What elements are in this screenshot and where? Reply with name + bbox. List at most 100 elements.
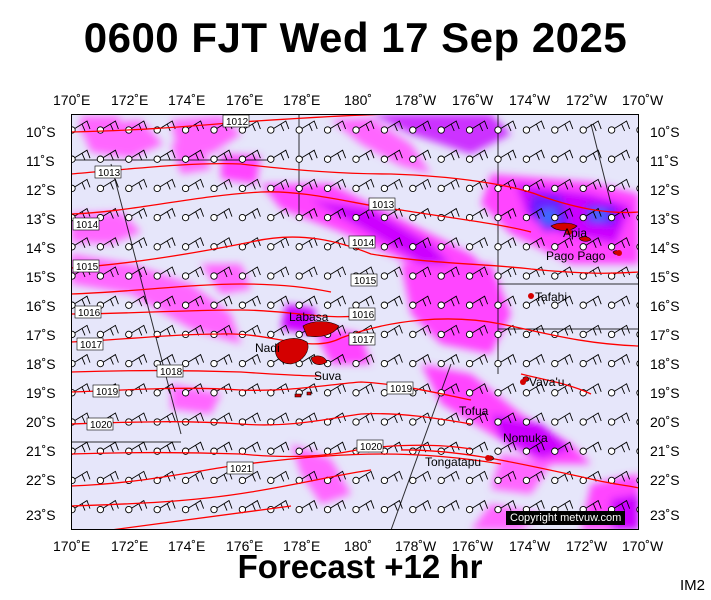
wind-barb <box>437 324 460 339</box>
wind-barb <box>380 324 403 339</box>
lat-label: 23˚S <box>26 507 56 523</box>
wind-barb <box>210 266 233 280</box>
isobar-label: 1013 <box>368 197 396 211</box>
lon-label: 170˚E <box>53 538 91 554</box>
lat-label: 20˚S <box>650 414 680 430</box>
isobar-label: 1016 <box>348 307 376 321</box>
wind-barb <box>238 149 261 163</box>
wind-barb <box>153 383 176 397</box>
isobar-label: 1017 <box>348 332 376 346</box>
wind-barb <box>210 149 233 163</box>
lat-label: 20˚S <box>26 414 56 430</box>
wind-barb <box>238 178 261 193</box>
place-tongatapu: Tongatapu <box>425 455 481 469</box>
wind-barb <box>409 178 432 193</box>
pago-pago-dot <box>616 250 622 256</box>
svg-text:1021: 1021 <box>230 464 253 475</box>
wind-barb <box>181 353 205 368</box>
wind-barb <box>409 237 432 251</box>
wind-barb <box>579 120 602 134</box>
lon-label: 176˚W <box>452 538 494 554</box>
svg-text:1019: 1019 <box>390 384 413 395</box>
wind-barb <box>153 295 176 309</box>
wind-barb <box>551 237 574 251</box>
isobar-label: 1015 <box>350 273 378 287</box>
wind-barb <box>522 149 545 163</box>
wind-barb <box>522 237 545 251</box>
svg-text:1014: 1014 <box>76 220 99 231</box>
wind-barb <box>409 353 432 368</box>
wind-barb <box>210 295 233 309</box>
right-latitude-labels: 10˚S 11˚S 12˚S 13˚S 14˚S 15˚S 16˚S 17˚S … <box>650 0 710 600</box>
tafahi-dot <box>528 293 534 299</box>
wind-barb <box>295 149 318 163</box>
place-pago-pago: Pago Pago <box>546 249 606 263</box>
isobar-label: 1019 <box>92 384 120 398</box>
wind-barb <box>465 178 489 193</box>
wind-barb <box>409 324 432 339</box>
wind-barb <box>522 353 545 368</box>
svg-text:1012: 1012 <box>226 117 249 128</box>
weather-map: Apia Pago Pago Tafahi Labasa Nadi Suva V… <box>71 114 639 530</box>
wind-barb <box>579 412 602 426</box>
lat-label: 22˚S <box>26 472 56 488</box>
wind-barb <box>380 120 403 134</box>
wind-barb <box>96 470 119 485</box>
wind-barb <box>380 237 403 251</box>
lat-label: 12˚S <box>650 182 680 198</box>
lat-label: 18˚S <box>26 356 56 372</box>
wind-barb <box>238 295 261 309</box>
wind-barb <box>380 470 403 485</box>
place-labasa: Labasa <box>289 310 329 324</box>
wind-barb <box>551 120 574 134</box>
isobar-label: 1018 <box>156 364 184 378</box>
wind-barb <box>437 120 460 134</box>
wind-barb <box>409 295 432 309</box>
wind-barb <box>522 266 545 280</box>
isobar-label: 1012 <box>222 114 250 128</box>
svg-text:1017: 1017 <box>352 335 375 346</box>
wind-barb <box>494 441 517 455</box>
wind-barb <box>494 499 517 514</box>
wind-barb <box>181 149 205 163</box>
lat-label: 18˚S <box>650 356 680 372</box>
lat-label: 10˚S <box>650 124 680 140</box>
wind-barb <box>267 237 290 251</box>
map-background <box>71 114 639 530</box>
lon-label: 170˚W <box>622 538 664 554</box>
place-suva: Suva <box>314 369 342 383</box>
wind-barb <box>607 295 631 309</box>
lon-label: 174˚E <box>168 92 206 108</box>
wind-barb <box>181 178 205 193</box>
wind-barb <box>437 266 460 280</box>
wind-barb <box>409 412 432 426</box>
wind-barb <box>96 324 119 339</box>
lat-label: 13˚S <box>26 211 56 227</box>
place-nadi: Nadi <box>255 341 280 355</box>
wind-barb <box>96 178 119 193</box>
wind-barb <box>551 207 574 222</box>
lon-label: 176˚E <box>226 538 264 554</box>
place-nomuka: Nomuka <box>503 431 548 445</box>
isobars <box>71 114 639 530</box>
lon-label: 172˚E <box>111 92 149 108</box>
wind-barb <box>380 207 403 222</box>
wind-barb <box>494 470 517 485</box>
wind-barb <box>380 353 403 368</box>
wind-barb <box>465 470 489 485</box>
wind-barb <box>494 149 517 163</box>
wind-barb <box>465 295 489 309</box>
wind-barb <box>352 178 375 193</box>
place-markers <box>280 229 622 461</box>
wind-barb <box>295 178 318 193</box>
place-tafahi: Tafahi <box>535 290 567 304</box>
wind-barb <box>522 412 545 426</box>
wind-barb <box>210 207 233 222</box>
wind-barb <box>551 149 574 163</box>
wind-barbs <box>71 120 639 514</box>
wind-barb <box>125 178 148 193</box>
wind-barb <box>579 295 602 309</box>
lon-label: 174˚W <box>509 538 551 554</box>
wind-barb <box>295 499 318 514</box>
wind-barb <box>153 266 176 280</box>
